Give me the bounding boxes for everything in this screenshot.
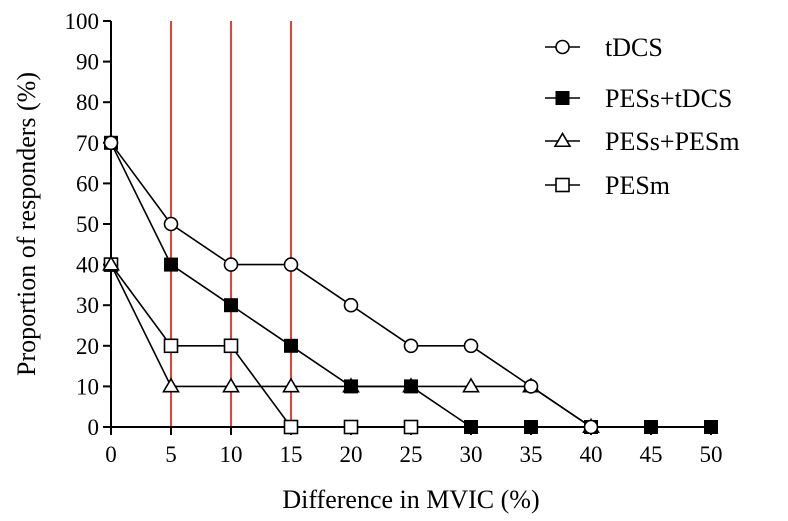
data-point-1-2 bbox=[224, 298, 238, 313]
data-point-1-7 bbox=[524, 420, 538, 434]
y-tick-label-30: 30 bbox=[76, 293, 99, 318]
data-point-2-0 bbox=[102, 255, 120, 271]
y-tick-label-20: 20 bbox=[76, 334, 99, 359]
y-tick-label-10: 10 bbox=[76, 374, 99, 399]
data-point-0-1 bbox=[163, 216, 179, 232]
series-points-0 bbox=[103, 135, 599, 435]
data-point-3-1 bbox=[163, 338, 179, 354]
data-point-3-5 bbox=[403, 419, 419, 435]
x-tick-label-50: 50 bbox=[700, 442, 723, 467]
x-tick-label-40: 40 bbox=[580, 442, 603, 467]
y-tick-label-60: 60 bbox=[76, 171, 99, 196]
legend-item-0: tDCS bbox=[545, 33, 663, 62]
data-point-1-10 bbox=[704, 420, 718, 434]
x-tick-label-0: 0 bbox=[105, 442, 117, 467]
x-tick-label-45: 45 bbox=[640, 442, 663, 467]
series-group bbox=[102, 135, 718, 435]
data-point-0-3 bbox=[283, 257, 299, 272]
legend-item-3: PESm bbox=[545, 171, 670, 200]
data-point-1-5 bbox=[404, 379, 418, 394]
y-tick-label-40: 40 bbox=[76, 253, 99, 278]
data-point-2-6 bbox=[462, 377, 480, 393]
y-tick-label-70: 70 bbox=[76, 131, 99, 156]
legend-item-1: PESs+tDCS bbox=[545, 84, 732, 113]
y-axis-title: Proportion of responders (%) bbox=[12, 72, 41, 376]
legend: tDCS PESs+tDCS PESs+PESm PESm bbox=[545, 33, 740, 200]
x-tick-label-25: 25 bbox=[400, 442, 423, 467]
legend-marker-1 bbox=[555, 91, 570, 105]
y-tick-label-80: 80 bbox=[76, 90, 99, 115]
x-axis-title: Difference in MVIC (%) bbox=[282, 485, 539, 514]
legend-marker-0 bbox=[555, 39, 570, 55]
axes: 0 10 20 30 40 50 60 70 80 90 100 0 5 10 15 20 25 30 35 40 45… bbox=[65, 9, 723, 467]
data-point-0-5 bbox=[403, 338, 419, 354]
data-point-0-2 bbox=[223, 257, 239, 272]
data-point-1-9 bbox=[644, 420, 658, 434]
x-tick-label-30: 30 bbox=[460, 442, 483, 467]
data-point-2-3 bbox=[282, 377, 300, 393]
data-point-3-2 bbox=[223, 338, 239, 354]
data-point-3-4 bbox=[343, 419, 359, 435]
data-point-0-6 bbox=[463, 338, 479, 354]
x-tick-label-5: 5 bbox=[165, 442, 177, 467]
data-point-3-3 bbox=[283, 419, 299, 435]
y-tick-label-90: 90 bbox=[76, 50, 99, 75]
legend-label-0: tDCS bbox=[605, 33, 663, 62]
y-tick-label-100: 100 bbox=[65, 9, 100, 34]
series-markers bbox=[102, 135, 718, 435]
data-point-0-0 bbox=[103, 135, 119, 151]
data-point-0-7 bbox=[523, 379, 539, 394]
data-point-1-6 bbox=[464, 420, 478, 434]
legend-marker-3 bbox=[555, 177, 570, 193]
data-point-1-1 bbox=[164, 257, 178, 272]
x-tick-label-35: 35 bbox=[520, 442, 543, 467]
legend-item-2: PESs+PESm bbox=[545, 127, 740, 156]
x-tick-label-10: 10 bbox=[220, 442, 243, 467]
legend-label-1: PESs+tDCS bbox=[605, 84, 732, 113]
legend-label-3: PESm bbox=[605, 171, 670, 200]
series-line-3 bbox=[110, 264, 411, 428]
data-point-0-8 bbox=[583, 419, 599, 435]
x-tick-label-15: 15 bbox=[280, 442, 303, 467]
x-tick-label-20: 20 bbox=[340, 442, 363, 467]
y-tick-label-50: 50 bbox=[76, 212, 99, 237]
legend-marker-2 bbox=[553, 131, 572, 148]
data-point-2-2 bbox=[222, 377, 240, 393]
reference-lines bbox=[170, 21, 292, 427]
data-point-1-3 bbox=[284, 338, 298, 353]
y-tick-label-0: 0 bbox=[88, 415, 100, 440]
legend-label-2: PESs+PESm bbox=[605, 127, 740, 156]
data-point-1-4 bbox=[344, 379, 358, 394]
data-point-2-1 bbox=[162, 377, 180, 393]
data-point-0-4 bbox=[343, 297, 359, 313]
